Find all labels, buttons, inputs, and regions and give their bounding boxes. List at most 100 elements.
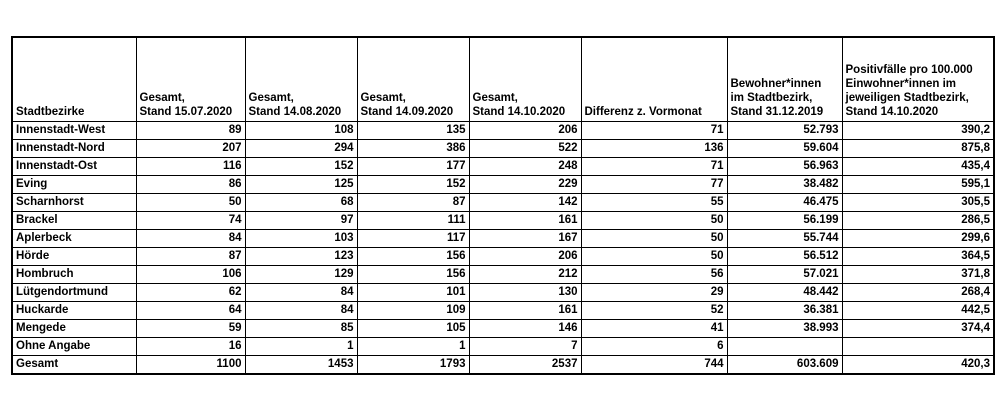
cell-stand-14-08: 1453	[244, 355, 358, 375]
cell-differenz: 41	[580, 319, 728, 338]
cell-stand-14-09: 117	[356, 229, 470, 248]
cell-stand-15-07: 116	[135, 157, 246, 176]
cell-pro-100000: 286,5	[841, 211, 995, 230]
table-row: Huckarde 64 84 109 161 52 36.381 442,5	[11, 301, 995, 320]
cell-pro-100000: 305,5	[841, 193, 995, 212]
cell-stadtbezirk: Brackel	[11, 211, 137, 230]
cell-stadtbezirk: Hombruch	[11, 265, 137, 284]
cell-bewohner: 55.744	[726, 229, 843, 248]
cell-stand-15-07: 1100	[135, 355, 246, 375]
cell-stand-14-10: 142	[468, 193, 582, 212]
cell-bewohner: 57.021	[726, 265, 843, 284]
cell-stand-14-10: 167	[468, 229, 582, 248]
cell-stadtbezirk: Eving	[11, 175, 137, 194]
cell-pro-100000: 364,5	[841, 247, 995, 266]
covid-cases-table: Stadtbezirke Gesamt, Stand 15.07.2020 Ge…	[11, 36, 995, 375]
cell-stand-14-08: 84	[244, 301, 358, 320]
cell-bewohner: 36.381	[726, 301, 843, 320]
cell-stand-14-10: 248	[468, 157, 582, 176]
cell-stadtbezirk: Gesamt	[11, 355, 137, 375]
cell-bewohner: 38.482	[726, 175, 843, 194]
cell-stand-14-09: 152	[356, 175, 470, 194]
cell-stadtbezirk: Scharnhorst	[11, 193, 137, 212]
cell-stand-14-10: 146	[468, 319, 582, 338]
cell-stand-14-09: 1793	[356, 355, 470, 375]
cell-differenz: 52	[580, 301, 728, 320]
cell-stand-14-09: 135	[356, 121, 470, 140]
header-stand-14-10-2020: Gesamt, Stand 14.10.2020	[468, 36, 582, 122]
cell-stand-14-09: 177	[356, 157, 470, 176]
cell-pro-100000: 371,8	[841, 265, 995, 284]
cell-differenz: 71	[580, 121, 728, 140]
cell-pro-100000: 435,4	[841, 157, 995, 176]
cell-differenz: 55	[580, 193, 728, 212]
cell-stand-14-09: 156	[356, 265, 470, 284]
cell-bewohner	[726, 337, 843, 356]
cell-stadtbezirk: Innenstadt-Ost	[11, 157, 137, 176]
cell-pro-100000: 420,3	[841, 355, 995, 375]
cell-stand-14-09: 111	[356, 211, 470, 230]
cell-stand-14-10: 161	[468, 301, 582, 320]
cell-stand-14-08: 129	[244, 265, 358, 284]
cell-stand-14-08: 1	[244, 337, 358, 356]
cell-stadtbezirk: Innenstadt-West	[11, 121, 137, 140]
cell-pro-100000: 595,1	[841, 175, 995, 194]
cell-stand-15-07: 207	[135, 139, 246, 158]
cell-stadtbezirk: Mengede	[11, 319, 137, 338]
cell-differenz: 744	[580, 355, 728, 375]
cell-stand-14-08: 85	[244, 319, 358, 338]
cell-bewohner: 56.199	[726, 211, 843, 230]
cell-bewohner: 48.442	[726, 283, 843, 302]
cell-stand-14-09: 1	[356, 337, 470, 356]
cell-stadtbezirk: Ohne Angabe	[11, 337, 137, 356]
header-stadtbezirke: Stadtbezirke	[11, 36, 137, 122]
table-row: Innenstadt-Nord 207 294 386 522 136 59.604 875,…	[11, 139, 995, 158]
cell-stand-14-10: 212	[468, 265, 582, 284]
table-row: Ohne Angabe 16 1 1 7 6	[11, 337, 995, 356]
cell-bewohner: 56.963	[726, 157, 843, 176]
cell-stand-15-07: 87	[135, 247, 246, 266]
cell-stand-14-09: 87	[356, 193, 470, 212]
cell-stand-14-09: 105	[356, 319, 470, 338]
cell-stand-14-10: 130	[468, 283, 582, 302]
cell-pro-100000: 390,2	[841, 121, 995, 140]
cell-stand-15-07: 89	[135, 121, 246, 140]
cell-stadtbezirk: Aplerbeck	[11, 229, 137, 248]
cell-bewohner: 52.793	[726, 121, 843, 140]
cell-stand-14-09: 156	[356, 247, 470, 266]
cell-pro-100000: 299,6	[841, 229, 995, 248]
table-row: Brackel 74 97 111 161 50 56.199 286,5	[11, 211, 995, 230]
cell-differenz: 56	[580, 265, 728, 284]
cell-differenz: 29	[580, 283, 728, 302]
cell-stand-14-10: 206	[468, 121, 582, 140]
table-row: Lütgendortmund 62 84 101 130 29 48.442 268,4	[11, 283, 995, 302]
header-stand-14-09-2020: Gesamt, Stand 14.09.2020	[356, 36, 470, 122]
cell-stand-14-08: 123	[244, 247, 358, 266]
cell-stand-15-07: 16	[135, 337, 246, 356]
cell-stand-14-08: 152	[244, 157, 358, 176]
cell-pro-100000	[841, 337, 995, 356]
cell-differenz: 6	[580, 337, 728, 356]
cell-differenz: 136	[580, 139, 728, 158]
cell-stand-15-07: 86	[135, 175, 246, 194]
cell-stand-14-08: 84	[244, 283, 358, 302]
header-bewohner: Bewohner*innen im Stadtbezirk, Stand 31.…	[726, 36, 843, 122]
cell-stand-14-08: 103	[244, 229, 358, 248]
cell-pro-100000: 875,8	[841, 139, 995, 158]
table-row: Innenstadt-Ost 116 152 177 248 71 56.963 435,4	[11, 157, 995, 176]
cell-stand-14-10: 522	[468, 139, 582, 158]
cell-bewohner: 46.475	[726, 193, 843, 212]
cell-stand-15-07: 50	[135, 193, 246, 212]
cell-stand-14-09: 101	[356, 283, 470, 302]
cell-differenz: 50	[580, 211, 728, 230]
table-row: Hörde 87 123 156 206 50 56.512 364,5	[11, 247, 995, 266]
cell-differenz: 50	[580, 247, 728, 266]
table-row: Scharnhorst 50 68 87 142 55 46.475 305,5	[11, 193, 995, 212]
cell-stand-15-07: 64	[135, 301, 246, 320]
cell-bewohner: 56.512	[726, 247, 843, 266]
cell-differenz: 71	[580, 157, 728, 176]
cell-bewohner: 59.604	[726, 139, 843, 158]
cell-stadtbezirk: Lütgendortmund	[11, 283, 137, 302]
cell-stadtbezirk: Hörde	[11, 247, 137, 266]
cell-pro-100000: 268,4	[841, 283, 995, 302]
